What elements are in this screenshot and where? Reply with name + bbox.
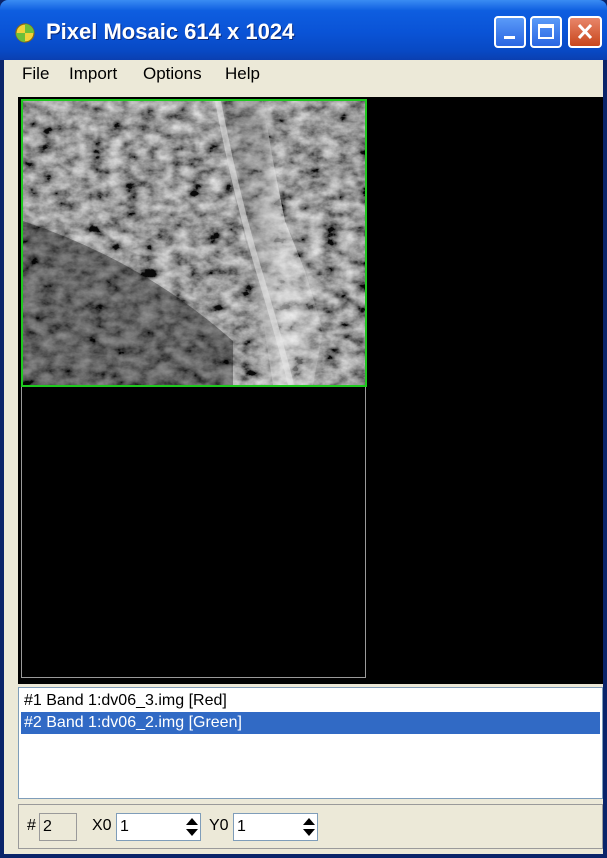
- menu-help[interactable]: Help: [225, 64, 260, 83]
- close-button[interactable]: [568, 16, 602, 48]
- menu-file[interactable]: File: [22, 64, 50, 83]
- minimize-icon: [504, 36, 515, 39]
- title-bar[interactable]: Pixel Mosaic 614 x 1024: [0, 0, 607, 60]
- maximize-button[interactable]: [530, 16, 562, 48]
- window-title: Pixel Mosaic 614 x 1024: [46, 19, 295, 44]
- client-area: File Import Options Help: [4, 60, 603, 854]
- image-tile-green-band[interactable]: [21, 99, 367, 387]
- position-controls: # 2 X0 1 Y0 1: [18, 804, 603, 849]
- menu-options[interactable]: Options: [143, 64, 202, 83]
- menu-bar: File Import Options Help: [4, 60, 603, 90]
- y0-label: Y0: [209, 817, 229, 834]
- app-icon: [15, 23, 35, 43]
- y0-spinner-icon[interactable]: [302, 815, 316, 839]
- index-field: 2: [39, 813, 77, 841]
- x0-input[interactable]: 1: [116, 813, 201, 841]
- y0-input[interactable]: 1: [233, 813, 318, 841]
- x0-spinner-icon[interactable]: [185, 815, 199, 839]
- close-icon: [577, 23, 593, 40]
- layer-list[interactable]: #1 Band 1:dv06_3.img [Red] #2 Band 1:dv0…: [18, 687, 603, 799]
- minimize-button[interactable]: [494, 16, 526, 48]
- menu-import[interactable]: Import: [69, 64, 118, 83]
- mosaic-canvas[interactable]: [18, 97, 603, 684]
- index-label: #: [27, 817, 36, 834]
- satellite-image: [23, 101, 365, 385]
- list-item-layer-1[interactable]: #1 Band 1:dv06_3.img [Red]: [24, 692, 227, 709]
- maximize-icon: [538, 24, 554, 39]
- list-item-layer-2[interactable]: #2 Band 1:dv06_2.img [Green]: [21, 712, 600, 734]
- x0-label: X0: [92, 817, 112, 834]
